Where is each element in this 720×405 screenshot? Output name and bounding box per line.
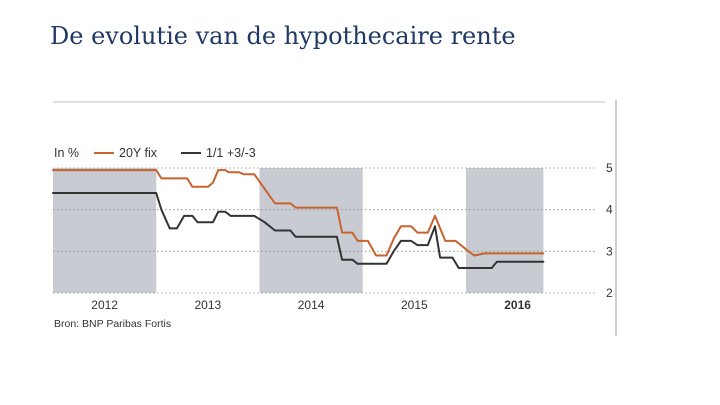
y-tick-label-2: 4 [606,203,613,217]
x-tick-labels: 2012 2013 2014 2015 2016 [91,298,531,312]
y-tick-label-3: 5 [606,161,613,175]
series-group [52,169,545,269]
x-tick-label-2: 2014 [298,298,325,312]
series-line-0 [52,169,545,257]
y-tick-labels: 2 3 4 5 [606,161,613,300]
slide-title: De evolutie van de hypothecaire rente [50,22,516,50]
chart-container: 2 3 4 5 2012 2013 2014 2015 2016 In % 20Y fix 1/1… [50,98,617,338]
year-shading-group [53,168,544,293]
interest-rate-chart: 2 3 4 5 2012 2013 2014 2015 2016 In % 20Y fix 1/1… [52,100,617,336]
x-tick-label-1: 2013 [195,298,222,312]
source-note: Bron: BNP Paribas Fortis [54,318,171,330]
legend: In % 20Y fix 1/1 +3/-3 [54,146,256,160]
legend-label-1: 1/1 +3/-3 [206,146,256,160]
y-tick-label-1: 3 [606,244,613,258]
y-tick-label-0: 2 [606,286,613,300]
legend-unit-label: In % [54,146,79,160]
series-line-1 [52,192,545,269]
x-tick-label-0: 2012 [91,298,118,312]
x-tick-label-3: 2015 [401,298,428,312]
legend-label-0: 20Y fix [119,146,158,160]
shaded-year-band-0 [53,168,157,293]
x-tick-label-4: 2016 [504,298,531,312]
shaded-year-band-2 [465,168,544,293]
